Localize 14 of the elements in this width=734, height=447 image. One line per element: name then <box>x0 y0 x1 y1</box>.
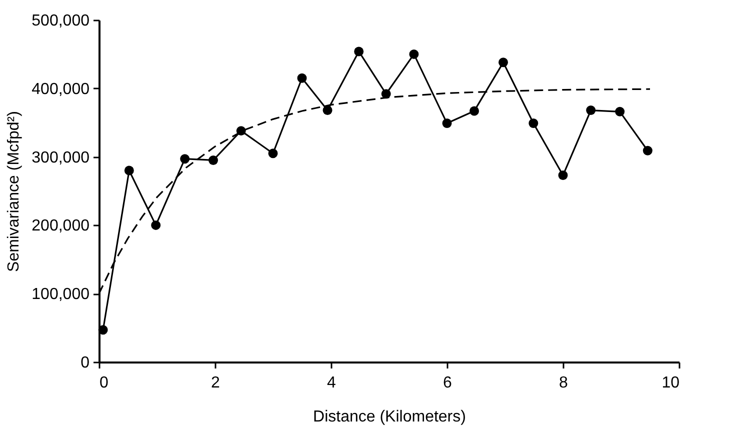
y-tick-label: 0 <box>80 354 90 372</box>
y-tick-label: 200,000 <box>32 218 90 235</box>
y-axis-title: Semivariance (Mcfpd²) <box>6 111 23 272</box>
y-tick-label: 400,000 <box>32 80 90 98</box>
x-axis-title: Distance (Kilometers) <box>313 408 466 426</box>
x-tick-label: 2 <box>211 374 220 392</box>
x-tick-label: 0 <box>100 374 108 392</box>
y-tick-label: 300,000 <box>32 149 90 166</box>
y-tick-label: 100,000 <box>32 286 90 304</box>
x-tick-label: 8 <box>559 374 568 392</box>
x-tick-label: 6 <box>443 374 452 392</box>
x-tick-label: 10 <box>662 374 680 392</box>
y-tick-label: 500,000 <box>32 12 90 30</box>
x-tick-label: 4 <box>327 374 336 392</box>
